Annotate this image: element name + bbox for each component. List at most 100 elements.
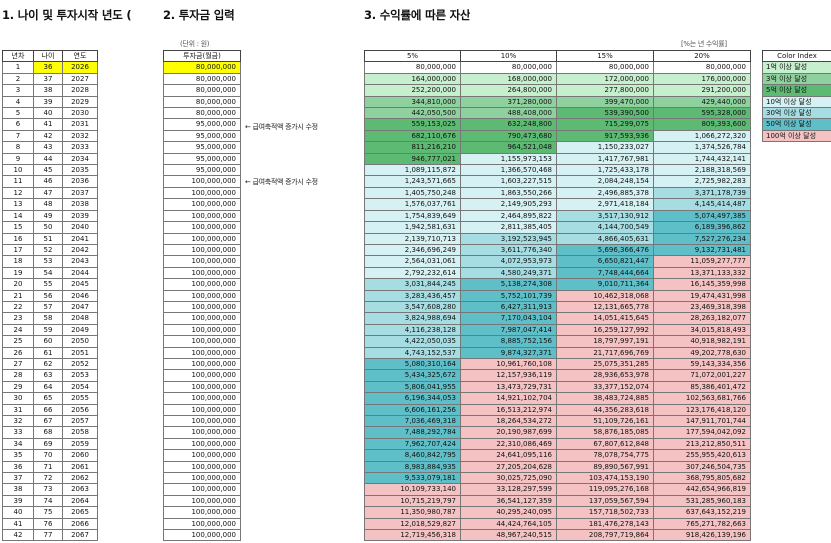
age-cell[interactable]: 42 <box>33 129 63 143</box>
age-cell[interactable]: 68 <box>33 426 63 439</box>
year-cell[interactable]: 2049 <box>62 323 98 337</box>
investment-cell[interactable]: 80,000,000 <box>163 107 241 120</box>
asset-cell-rate-20[interactable]: 19,474,431,998 <box>653 289 751 302</box>
asset-cell-rate-10[interactable]: 7,987,047,414 <box>460 323 557 337</box>
asset-cell-rate-10[interactable]: 12,157,936,119 <box>460 369 557 382</box>
asset-cell-rate-10[interactable]: 3,192,523,945 <box>460 232 557 245</box>
asset-cell-rate-10[interactable]: 790,473,680 <box>460 129 557 143</box>
age-cell[interactable]: 67 <box>33 414 63 428</box>
year-count-cell[interactable]: 6 <box>2 118 34 131</box>
asset-cell-rate-20[interactable]: 59,143,334,356 <box>653 357 751 371</box>
investment-cell[interactable]: 80,000,000 <box>163 84 241 97</box>
asset-cell-rate-15[interactable]: 137,059,567,594 <box>556 494 654 508</box>
asset-cell-rate-10[interactable]: 48,967,240,515 <box>460 529 557 542</box>
asset-cell-rate-15[interactable]: 4,866,405,631 <box>556 232 654 245</box>
investment-cell[interactable]: 100,000,000 <box>163 472 241 485</box>
asset-cell-rate-10[interactable]: 36,541,127,359 <box>460 494 557 508</box>
asset-cell-rate-5[interactable]: 1,754,839,649 <box>364 209 461 223</box>
asset-cell-rate-20[interactable]: 102,563,681,766 <box>653 392 751 405</box>
asset-cell-rate-10[interactable]: 33,128,297,599 <box>460 483 557 496</box>
asset-cell-rate-15[interactable]: 78,078,754,775 <box>556 449 654 462</box>
year-count-cell[interactable]: 42 <box>2 529 34 542</box>
year-count-cell[interactable]: 31 <box>2 403 34 417</box>
asset-cell-rate-20[interactable]: 40,918,982,191 <box>653 335 751 348</box>
asset-cell-rate-10[interactable]: 30,025,725,090 <box>460 472 557 485</box>
year-cell[interactable]: 2042 <box>62 243 98 257</box>
asset-cell-rate-5[interactable]: 164,000,000 <box>364 72 461 86</box>
asset-cell-rate-20[interactable]: 80,000,000 <box>653 61 751 74</box>
age-cell[interactable]: 57 <box>33 300 63 314</box>
asset-cell-rate-10[interactable]: 40,295,240,095 <box>460 506 557 519</box>
asset-cell-rate-20[interactable]: 307,246,504,735 <box>653 460 751 474</box>
asset-cell-rate-10[interactable]: 14,921,102,704 <box>460 392 557 405</box>
year-count-cell[interactable]: 17 <box>2 243 34 257</box>
asset-cell-rate-10[interactable]: 1,863,550,266 <box>460 186 557 200</box>
year-count-cell[interactable]: 1 <box>2 61 34 74</box>
year-cell[interactable]: 2066 <box>62 517 98 531</box>
age-cell[interactable]: 38 <box>33 84 63 97</box>
asset-cell-rate-15[interactable]: 21,717,696,769 <box>556 346 654 359</box>
investment-cell[interactable]: 95,000,000 <box>163 164 241 177</box>
investment-cell[interactable]: 100,000,000 <box>163 312 241 325</box>
asset-cell-rate-20[interactable]: 4,145,414,487 <box>653 198 751 211</box>
investment-cell[interactable]: 100,000,000 <box>163 289 241 302</box>
asset-cell-rate-20[interactable]: 49,202,778,630 <box>653 346 751 359</box>
year-count-cell[interactable]: 8 <box>2 141 34 154</box>
asset-cell-rate-20[interactable]: 1,066,272,320 <box>653 129 751 143</box>
asset-cell-rate-5[interactable]: 1,405,750,248 <box>364 186 461 200</box>
year-count-cell[interactable]: 10 <box>2 164 34 177</box>
asset-cell-rate-5[interactable]: 6,196,344,053 <box>364 392 461 405</box>
asset-cell-rate-15[interactable]: 6,650,821,447 <box>556 255 654 268</box>
asset-cell-rate-15[interactable]: 1,150,233,027 <box>556 141 654 154</box>
asset-cell-rate-10[interactable]: 80,000,000 <box>460 61 557 74</box>
asset-cell-rate-20[interactable]: 2,188,318,569 <box>653 164 751 177</box>
year-cell[interactable]: 2026 <box>62 61 98 74</box>
asset-cell-rate-20[interactable]: 9,132,731,481 <box>653 243 751 257</box>
investment-cell[interactable]: 100,000,000 <box>163 449 241 462</box>
asset-cell-rate-5[interactable]: 3,283,436,457 <box>364 289 461 302</box>
asset-cell-rate-15[interactable]: 2,496,885,378 <box>556 186 654 200</box>
asset-cell-rate-20[interactable]: 1,374,526,784 <box>653 141 751 154</box>
year-count-cell[interactable]: 5 <box>2 107 34 120</box>
year-count-cell[interactable]: 11 <box>2 175 34 188</box>
age-cell[interactable]: 60 <box>33 335 63 348</box>
asset-cell-rate-15[interactable]: 119,095,276,168 <box>556 483 654 496</box>
year-cell[interactable]: 2051 <box>62 346 98 359</box>
asset-cell-rate-5[interactable]: 4,116,238,128 <box>364 323 461 337</box>
year-cell[interactable]: 2032 <box>62 129 98 143</box>
year-count-cell[interactable]: 39 <box>2 494 34 508</box>
asset-cell-rate-15[interactable]: 14,051,415,645 <box>556 312 654 325</box>
year-count-cell[interactable]: 36 <box>2 460 34 474</box>
investment-cell[interactable]: 100,000,000 <box>163 357 241 371</box>
year-cell[interactable]: 2029 <box>62 95 98 109</box>
investment-cell[interactable]: 100,000,000 <box>163 323 241 337</box>
asset-cell-rate-10[interactable]: 371,280,000 <box>460 95 557 109</box>
age-cell[interactable]: 56 <box>33 289 63 302</box>
age-cell[interactable]: 55 <box>33 278 63 291</box>
asset-cell-rate-15[interactable]: 539,390,500 <box>556 107 654 120</box>
year-cell[interactable]: 2056 <box>62 403 98 417</box>
asset-cell-rate-10[interactable]: 10,961,760,108 <box>460 357 557 371</box>
asset-cell-rate-20[interactable]: 7,527,276,234 <box>653 232 751 245</box>
asset-cell-rate-5[interactable]: 252,200,000 <box>364 84 461 97</box>
year-cell[interactable]: 2058 <box>62 426 98 439</box>
year-cell[interactable]: 2062 <box>62 472 98 485</box>
asset-cell-rate-5[interactable]: 811,216,210 <box>364 141 461 154</box>
asset-cell-rate-15[interactable]: 157,718,502,733 <box>556 506 654 519</box>
investment-cell[interactable]: 100,000,000 <box>163 186 241 200</box>
investment-cell[interactable]: 80,000,000 <box>163 95 241 109</box>
asset-cell-rate-20[interactable]: 6,189,396,862 <box>653 221 751 234</box>
age-cell[interactable]: 58 <box>33 312 63 325</box>
asset-cell-rate-15[interactable]: 38,483,724,885 <box>556 392 654 405</box>
year-cell[interactable]: 2054 <box>62 380 98 394</box>
asset-cell-rate-20[interactable]: 918,426,139,196 <box>653 529 751 542</box>
year-count-cell[interactable]: 32 <box>2 414 34 428</box>
asset-cell-rate-5[interactable]: 2,564,031,061 <box>364 255 461 268</box>
asset-cell-rate-20[interactable]: 16,145,359,998 <box>653 278 751 291</box>
asset-cell-rate-5[interactable]: 2,792,232,614 <box>364 266 461 280</box>
asset-cell-rate-10[interactable]: 632,248,800 <box>460 118 557 131</box>
age-cell[interactable]: 72 <box>33 472 63 485</box>
asset-cell-rate-15[interactable]: 2,084,248,154 <box>556 175 654 188</box>
age-cell[interactable]: 64 <box>33 380 63 394</box>
asset-cell-rate-5[interactable]: 4,422,050,035 <box>364 335 461 348</box>
